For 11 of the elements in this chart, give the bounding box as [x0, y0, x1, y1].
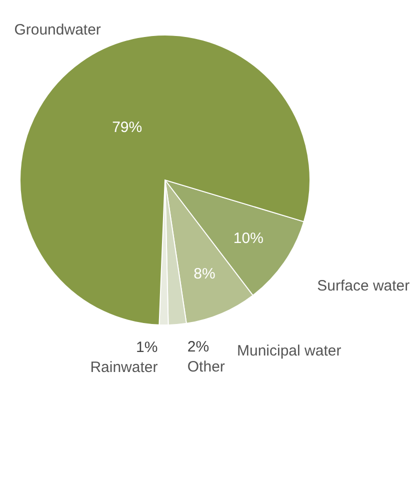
data-label: 10%: [233, 230, 264, 247]
data-label: 8%: [194, 266, 216, 282]
pie-slice: [20, 34, 310, 326]
data-label: 79%: [112, 118, 142, 136]
slice-label: Municipal water: [236, 342, 342, 360]
data-label: 1%: [136, 338, 158, 356]
slice-label: Rainwater: [90, 358, 158, 376]
slice-label: Other: [187, 358, 225, 376]
data-label: 2%: [187, 338, 210, 356]
slice-label: Groundwater: [14, 21, 101, 38]
slice-label: Surface water: [317, 277, 410, 294]
